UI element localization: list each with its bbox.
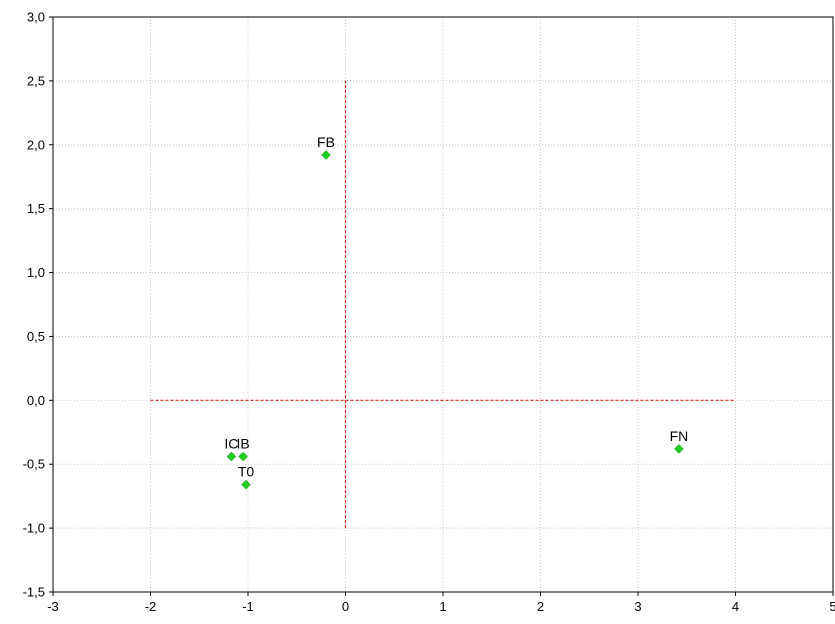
x-tick-label: -1 (242, 599, 254, 614)
data-point-label: FB (317, 134, 335, 150)
y-tick-label: 3,0 (27, 10, 45, 25)
data-point-marker (321, 150, 331, 160)
y-tick-label: 1,0 (27, 265, 45, 280)
data-point-label: T0 (238, 464, 255, 480)
data-point-label: IC (224, 436, 238, 452)
x-tick-label: 3 (634, 599, 641, 614)
x-tick-label: -2 (145, 599, 157, 614)
data-point-label: FN (670, 428, 689, 444)
y-tick-label: 0,5 (27, 329, 45, 344)
y-tick-label: -0,5 (23, 457, 45, 472)
y-tick-label: 2,0 (27, 137, 45, 152)
data-point-marker (238, 451, 248, 462)
y-tick-label: 0,0 (27, 393, 45, 408)
x-tick-label: 0 (342, 599, 349, 614)
y-tick-label: -1,0 (23, 521, 45, 536)
data-point-label: IB (237, 436, 250, 452)
data-point-marker (674, 444, 684, 454)
data-point-marker (241, 479, 251, 490)
axis-ticks: -3 -2 -1 0 1 2 3 4 5 -1,5 -1,0 -0,5 0,0 0,5 1,0 1,5 2,0 2… (23, 10, 835, 615)
reference-lines (150, 80, 736, 529)
grid-layer (53, 17, 833, 592)
data-point-marker (226, 451, 237, 462)
x-tick-label: 4 (732, 599, 739, 614)
x-tick-label: 5 (829, 599, 835, 614)
x-tick-label: 2 (537, 599, 544, 614)
x-tick-label: -3 (47, 599, 59, 614)
plot-frame (52, 16, 834, 593)
y-tick-label: 2,5 (27, 73, 45, 88)
x-tick-label: 1 (439, 599, 446, 614)
y-tick-label: -1,5 (23, 585, 45, 600)
y-tick-label: 1,5 (27, 201, 45, 216)
